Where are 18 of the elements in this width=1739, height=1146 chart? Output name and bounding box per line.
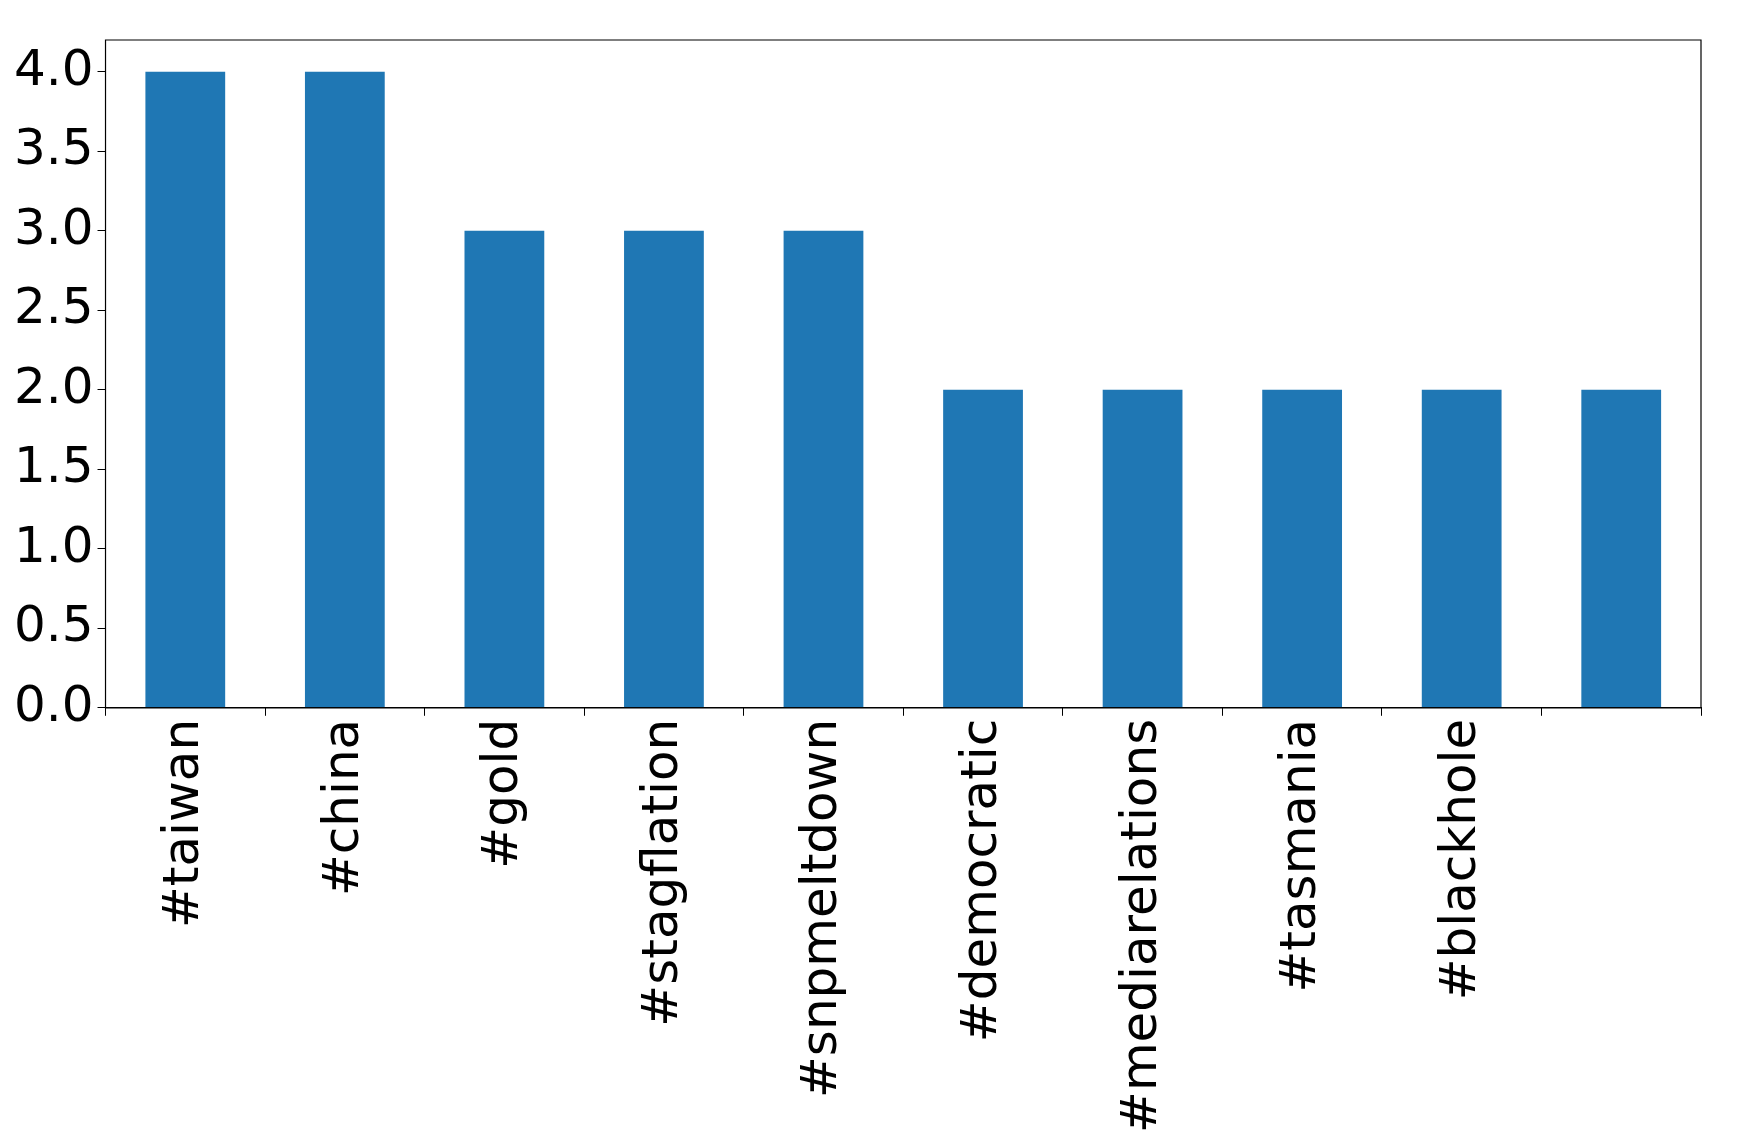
y-tick-label: 3.0 — [13, 197, 94, 256]
x-tick-label: #taiwan — [152, 718, 211, 929]
x-tick-label: #tasmania — [1269, 718, 1328, 993]
y-tick-label: 1.5 — [13, 436, 94, 495]
y-tick-label: 0.0 — [13, 674, 94, 733]
x-tick-label: #democratic — [950, 718, 1009, 1043]
y-tick-label: 0.5 — [13, 595, 94, 654]
x-tick-label: #blackhole — [1428, 718, 1487, 1001]
y-tick-label: 1.0 — [13, 515, 94, 574]
x-tick-label: #gold — [471, 718, 530, 869]
x-tick-label: #stagflation — [630, 718, 689, 1027]
x-tick-label: #mediarelations — [1109, 718, 1168, 1134]
x-tick-label: #snpmeltdown — [790, 718, 849, 1099]
y-tick-label: 2.0 — [13, 356, 94, 415]
y-tick-label: 3.5 — [13, 118, 94, 177]
y-tick-label: 2.5 — [13, 277, 94, 336]
y-tick-label: 4.0 — [13, 38, 94, 97]
x-tick-label: #china — [311, 718, 370, 897]
